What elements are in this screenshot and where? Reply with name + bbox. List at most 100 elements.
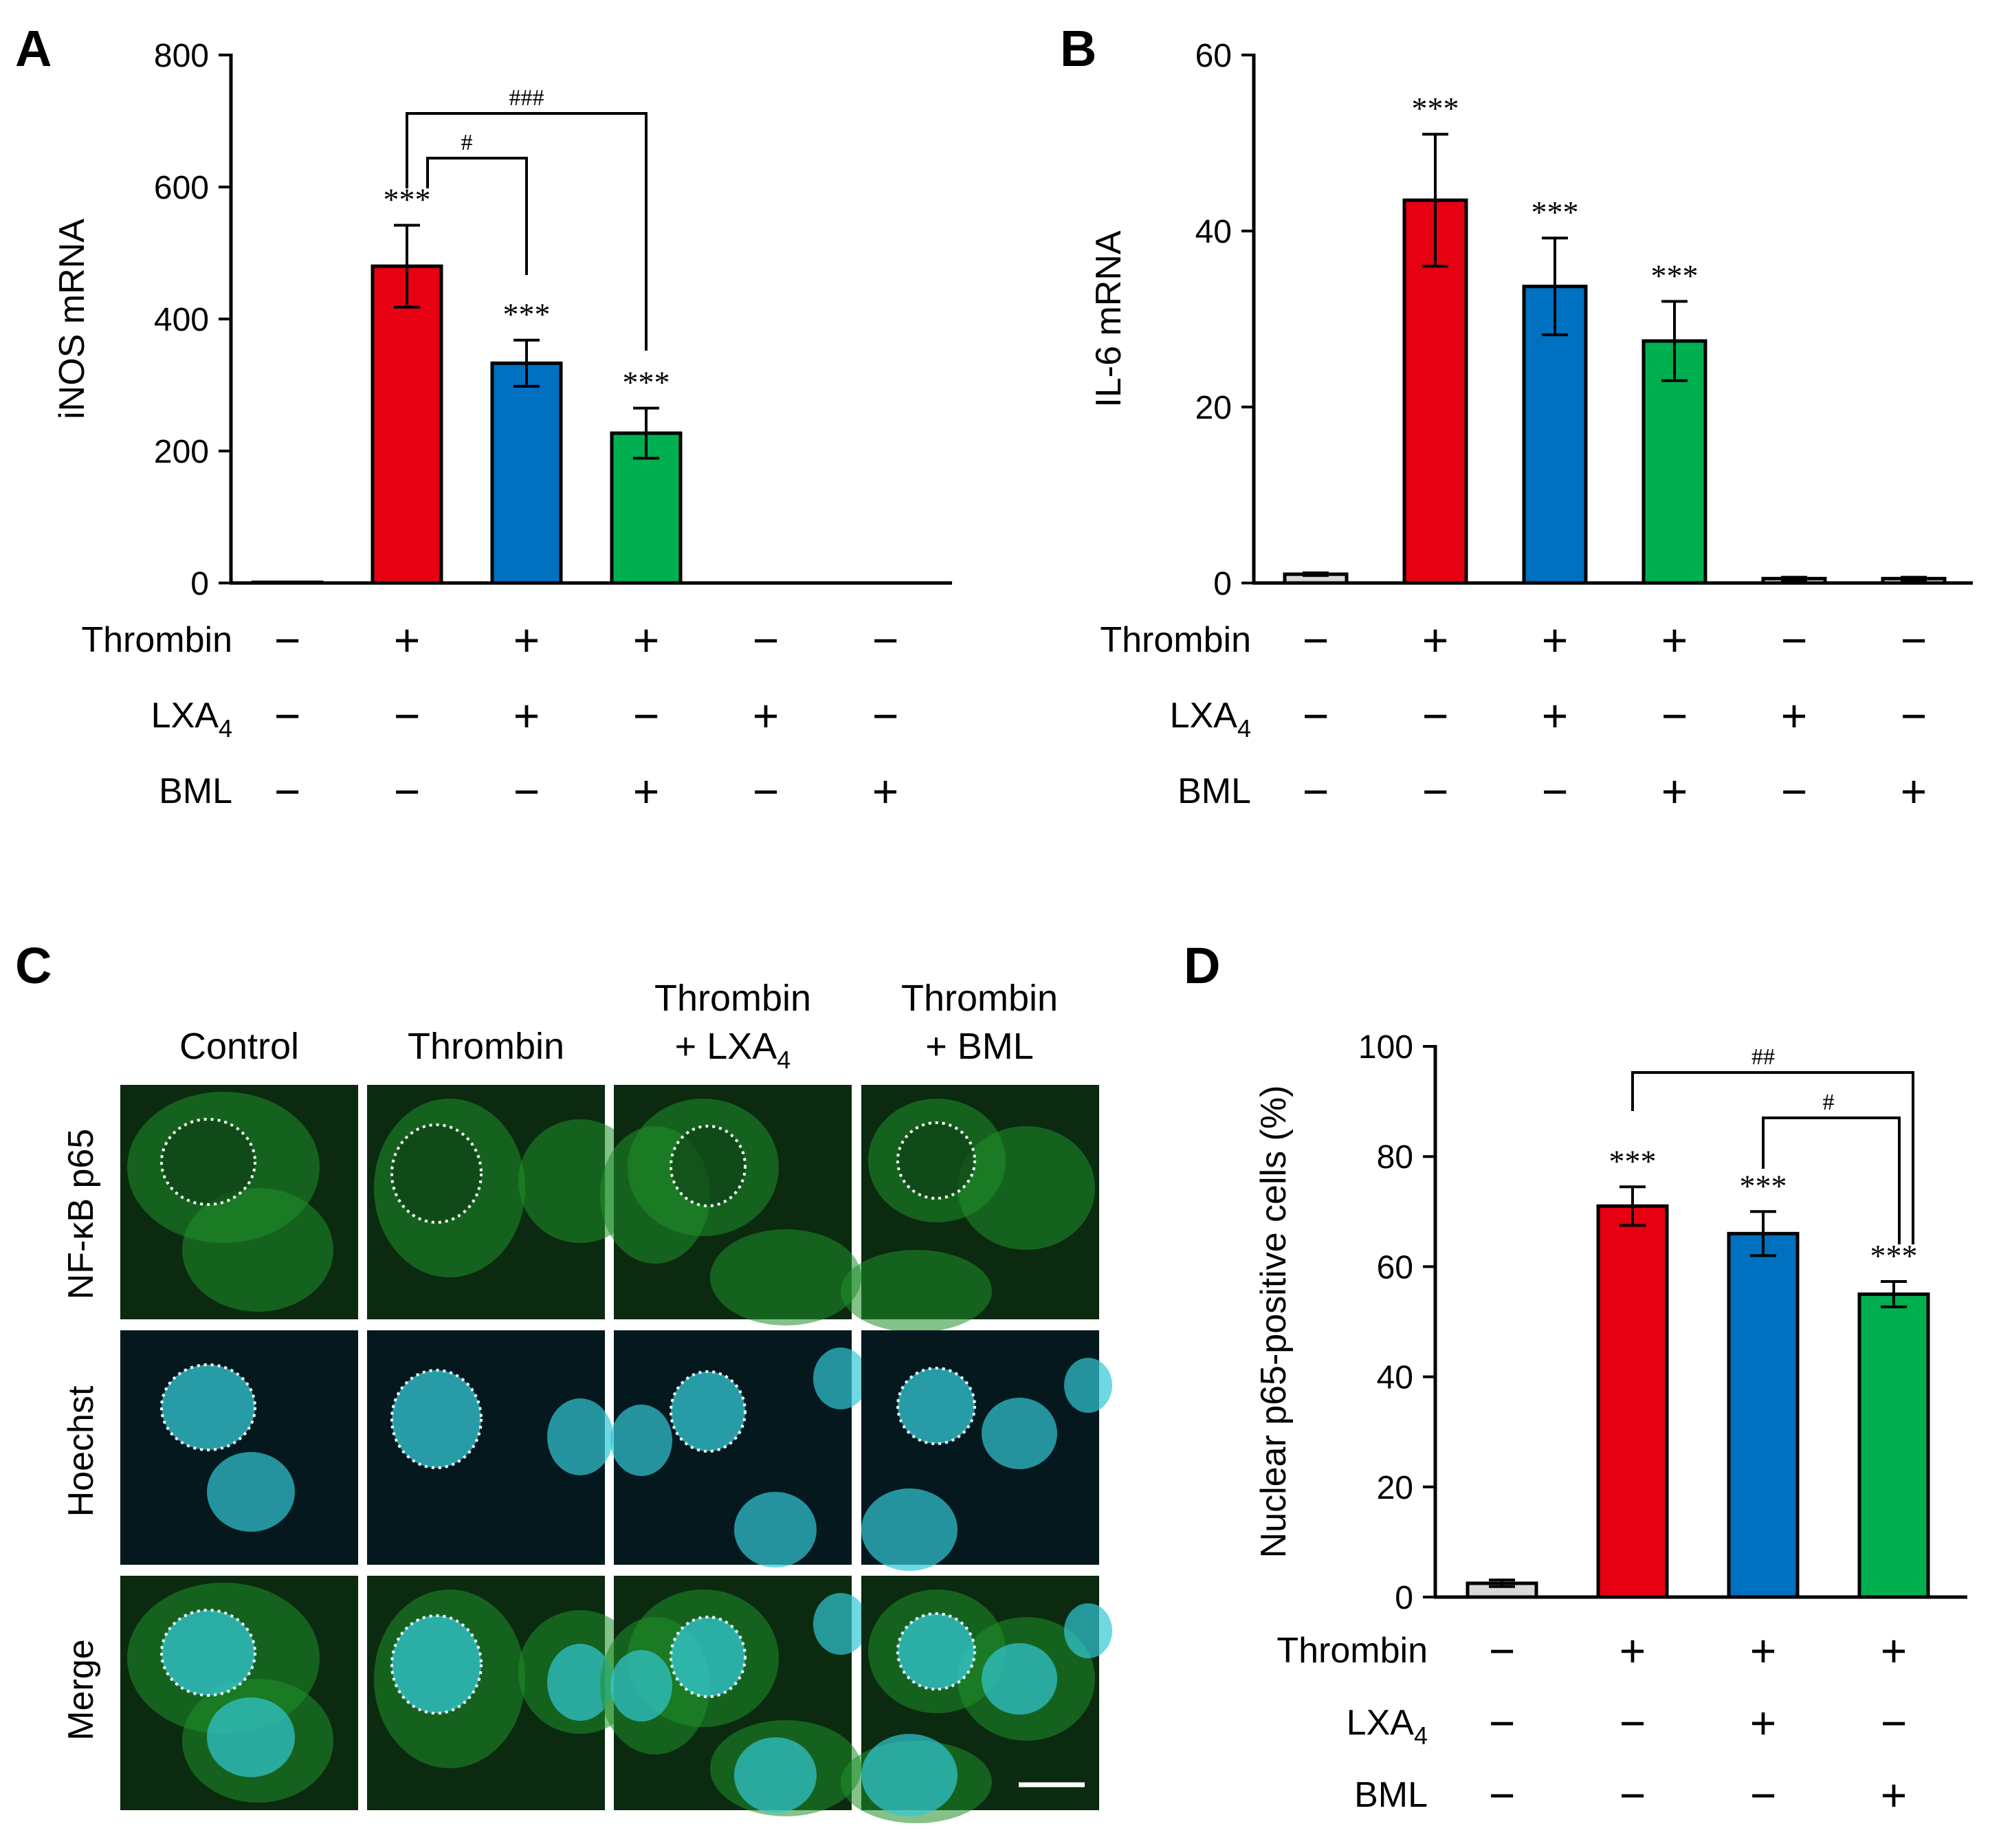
comparison-label: ### (509, 85, 544, 111)
header-text: + LXA (675, 1026, 777, 1067)
row-label-lxa4: LXA4 (1347, 1703, 1428, 1750)
comparison-bracket (1631, 1071, 1914, 1244)
treatment-symbol: − (753, 615, 780, 666)
comparison-label: # (1823, 1090, 1835, 1115)
treatment-symbol: + (513, 615, 540, 666)
nucleus (392, 1370, 481, 1468)
treatment-symbol: + (1881, 1770, 1908, 1820)
nucleus-region (671, 1126, 745, 1206)
nucleus-outline (670, 1616, 747, 1698)
nucleus (734, 1737, 817, 1813)
treatment-symbol: − (633, 690, 660, 741)
row-label-thrombin: Thrombin (1276, 1631, 1428, 1671)
cell-cytoplasm (182, 1188, 333, 1312)
significance-label: *** (1609, 1143, 1657, 1178)
nucleus (547, 1644, 613, 1721)
row-label-thrombin: Thrombin (1100, 620, 1251, 660)
comparison-bracket (1762, 1116, 1901, 1244)
significance-label: *** (623, 365, 670, 400)
column-header: Thrombin (901, 978, 1058, 1019)
treatment-symbol: + (1781, 690, 1808, 741)
nucleus-outline (896, 1367, 976, 1445)
nucleus-outline (390, 1123, 483, 1224)
panel-c-micrographs: C Control Thrombin Thrombin + LXA4 Thrombin + … (15, 937, 1112, 1823)
nucleus-outline (390, 1369, 483, 1469)
nucleus-outline (160, 1118, 256, 1206)
bar-2 (371, 264, 443, 585)
nucleus-region (392, 1125, 481, 1222)
panel-letter: B (1060, 20, 1096, 77)
y-axis-label: Nuclear p65-positive cells (%) (1254, 1086, 1294, 1559)
treatment-symbol: + (1542, 690, 1569, 741)
y-tick-label: 200 (154, 434, 209, 470)
bar-3 (1727, 1231, 1800, 1599)
treatment-symbol: − (1781, 766, 1808, 817)
treatment-symbol: − (1619, 1770, 1646, 1820)
treatment-symbol: − (513, 766, 540, 817)
lxa4-subscript: 4 (1414, 1722, 1428, 1750)
nucleus-outline (160, 1609, 256, 1697)
nucleus (610, 1650, 672, 1722)
treatment-symbol: − (1901, 615, 1927, 666)
header-subscript: 4 (777, 1046, 791, 1074)
row-label-bml: BML (1354, 1775, 1428, 1815)
treatment-symbol: + (1661, 615, 1688, 666)
lxa4-subscript: 4 (1237, 714, 1251, 742)
treatment-symbol: − (1619, 1697, 1646, 1748)
treatment-symbol: − (1303, 615, 1329, 666)
nucleus (813, 1593, 868, 1655)
treatment-symbol: + (394, 615, 421, 666)
column-header: Thrombin (408, 1026, 564, 1067)
nucleus (671, 1372, 745, 1451)
row-label: Hoechst (61, 1385, 101, 1517)
nucleus (162, 1610, 255, 1695)
treatment-symbol: − (394, 690, 421, 741)
nucleus (1064, 1603, 1112, 1658)
comparison-bracket (426, 157, 528, 275)
nucleus (734, 1492, 817, 1568)
nucleus (1064, 1358, 1112, 1413)
treatment-symbol: − (1901, 690, 1927, 741)
nucleus-outline (896, 1612, 976, 1691)
treatment-symbol: − (1303, 690, 1329, 741)
significance-label: *** (503, 297, 551, 332)
column-header: Thrombin (654, 978, 811, 1019)
treatment-symbol: + (1750, 1625, 1777, 1676)
y-tick-label: 60 (1377, 1249, 1413, 1286)
treatment-symbol: − (1542, 766, 1569, 817)
treatment-symbol: − (1422, 766, 1449, 817)
nucleus (162, 1365, 255, 1450)
row-label-bml: BML (159, 771, 232, 811)
nucleus (982, 1643, 1057, 1715)
treatment-symbol: − (872, 690, 899, 741)
bar-3 (490, 361, 563, 585)
y-tick-label: 600 (154, 170, 209, 206)
treatment-symbol: + (633, 766, 660, 817)
cell-cytoplasm (710, 1229, 861, 1326)
row-label-lxa4: LXA4 (1170, 696, 1251, 742)
y-axis-label: iNOS mRNA (52, 219, 92, 419)
treatment-symbol: − (274, 690, 301, 741)
treatment-symbol: + (1881, 1625, 1908, 1676)
treatment-symbol: + (633, 615, 660, 666)
nucleus (861, 1488, 958, 1571)
nucleus-outline (896, 1121, 976, 1200)
treatment-symbol: + (1661, 766, 1688, 817)
column-header-line2: + LXA4 (675, 1026, 791, 1074)
y-tick-label: 0 (1395, 1580, 1413, 1616)
comparison-label: # (461, 130, 473, 155)
comparison-bracket (406, 112, 648, 351)
y-tick-label: 0 (1213, 566, 1232, 602)
comparison-label: ## (1751, 1044, 1775, 1070)
treatment-symbol: + (1619, 1625, 1646, 1676)
nucleus (207, 1452, 295, 1532)
y-tick-label: 40 (1195, 214, 1232, 250)
nucleus-outline (670, 1125, 747, 1207)
header-text: + BML (925, 1026, 1034, 1067)
significance-label: *** (1412, 91, 1459, 126)
panel-letter: A (15, 20, 52, 77)
treatment-symbol: − (274, 766, 301, 817)
treatment-symbol: + (1750, 1697, 1777, 1748)
